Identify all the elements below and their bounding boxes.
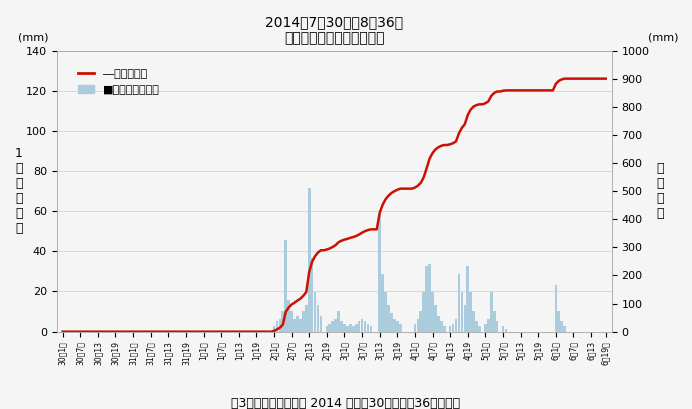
Bar	[381, 274, 384, 332]
Bar	[422, 292, 425, 332]
Bar	[290, 311, 293, 332]
Bar	[504, 329, 507, 332]
Bar	[388, 306, 390, 332]
Title: 2014年7月30日～8月36日
高知県高知市の雨量の経過: 2014年7月30日～8月36日 高知県高知市の雨量の経過	[265, 15, 403, 45]
Bar	[428, 263, 431, 332]
Bar	[457, 274, 460, 332]
Bar	[293, 319, 296, 332]
Bar	[273, 326, 275, 332]
Bar	[490, 292, 493, 332]
Bar	[384, 292, 387, 332]
Bar	[452, 324, 455, 332]
Bar	[466, 266, 469, 332]
Bar	[440, 321, 443, 332]
Bar	[334, 319, 337, 332]
Bar	[484, 324, 486, 332]
Text: (mm): (mm)	[648, 32, 678, 42]
Bar	[329, 324, 331, 332]
Bar	[414, 324, 417, 332]
Bar	[284, 240, 287, 332]
Bar	[275, 321, 278, 332]
Bar	[320, 316, 322, 332]
Bar	[487, 319, 490, 332]
Bar	[305, 306, 308, 332]
Bar	[299, 319, 302, 332]
Bar	[296, 316, 299, 332]
Bar	[370, 326, 372, 332]
Bar	[313, 292, 316, 332]
Bar	[449, 326, 451, 332]
Bar	[302, 311, 304, 332]
Text: 図3：高知県高知市の 2014 年７月30日～８月36日の雨量: 図3：高知県高知市の 2014 年７月30日～８月36日の雨量	[231, 397, 461, 409]
Bar	[349, 324, 352, 332]
Bar	[358, 321, 361, 332]
Bar	[367, 324, 370, 332]
Text: (mm): (mm)	[18, 32, 48, 42]
Legend: ―：積算雨量, ■：１時間の雨量: ―：積算雨量, ■：１時間の雨量	[73, 65, 165, 99]
Bar	[340, 321, 343, 332]
Bar	[279, 319, 281, 332]
Bar	[469, 292, 472, 332]
Bar	[561, 321, 563, 332]
Bar	[282, 311, 284, 332]
Bar	[554, 285, 557, 332]
Bar	[434, 306, 437, 332]
Bar	[325, 326, 328, 332]
Bar	[364, 321, 366, 332]
Bar	[431, 292, 434, 332]
Bar	[396, 321, 399, 332]
Bar	[308, 188, 311, 332]
Bar	[390, 313, 393, 332]
Bar	[331, 321, 334, 332]
Bar	[563, 326, 566, 332]
Bar	[346, 326, 349, 332]
Bar	[426, 266, 428, 332]
Bar	[437, 316, 439, 332]
Bar	[502, 326, 504, 332]
Y-axis label: 積
算
雨
量: 積 算 雨 量	[657, 162, 664, 220]
Bar	[343, 324, 346, 332]
Bar	[379, 214, 381, 332]
Bar	[311, 258, 313, 332]
Bar	[355, 324, 358, 332]
Bar	[399, 324, 401, 332]
Bar	[419, 311, 422, 332]
Bar	[495, 321, 498, 332]
Bar	[475, 321, 478, 332]
Bar	[478, 326, 481, 332]
Bar	[317, 306, 319, 332]
Bar	[461, 292, 463, 332]
Bar	[287, 300, 290, 332]
Y-axis label: 1
時
間
の
雨
量: 1 時 間 の 雨 量	[15, 147, 23, 235]
Bar	[352, 326, 354, 332]
Bar	[558, 311, 560, 332]
Bar	[361, 319, 363, 332]
Bar	[464, 306, 466, 332]
Bar	[393, 319, 396, 332]
Bar	[337, 311, 340, 332]
Bar	[455, 319, 457, 332]
Bar	[417, 319, 419, 332]
Bar	[473, 311, 475, 332]
Bar	[443, 326, 446, 332]
Bar	[493, 311, 495, 332]
